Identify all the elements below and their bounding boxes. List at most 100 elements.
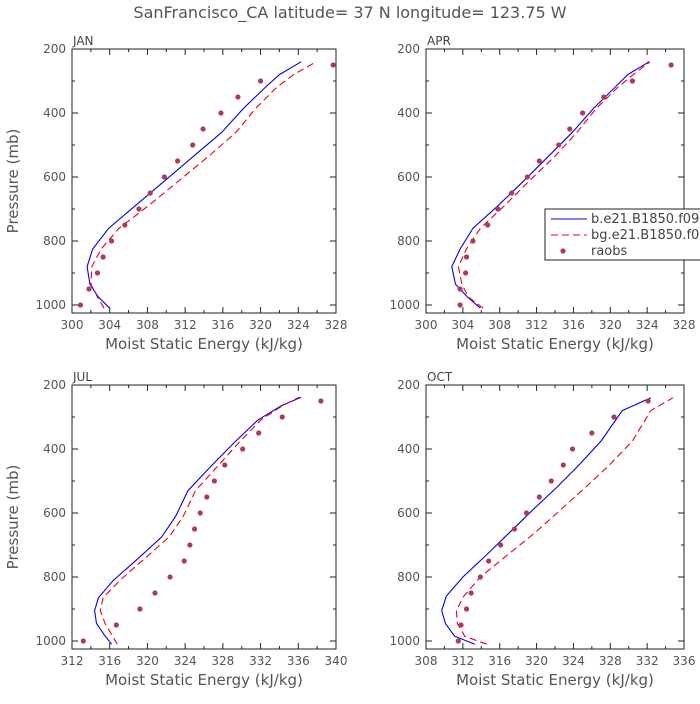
x-tick-label-oct: 332: [636, 654, 659, 668]
y-tick-label-jan: 800: [43, 234, 66, 248]
raobs-point-apr: [556, 142, 562, 148]
raobs-point-apr: [536, 158, 542, 164]
y-tick-label-oct: 600: [397, 506, 420, 520]
legend-label-bg: bg.e21.B1850.f0: [591, 228, 699, 243]
y-tick-label-oct: 1000: [389, 634, 420, 648]
raobs-point-apr: [495, 206, 501, 212]
raobs-point-oct: [523, 510, 530, 516]
y-tick-label-apr: 200: [397, 42, 420, 56]
raobs-point-oct: [611, 414, 617, 420]
x-tick-label-jul: 312: [61, 654, 84, 668]
y-tick-label-jul: 400: [43, 442, 66, 456]
legend-marker-raobs: [560, 248, 566, 254]
x-tick-label-jul: 320: [136, 654, 159, 668]
raobs-point-oct: [455, 638, 461, 644]
y-tick-label-oct: 400: [397, 442, 420, 456]
y-tick-label-apr: 1000: [389, 298, 420, 312]
y-tick-label-apr: 800: [397, 234, 420, 248]
raobs-point-apr: [463, 254, 470, 260]
y-tick-label-apr: 600: [397, 170, 420, 184]
raobs-point-jan: [330, 62, 336, 68]
y-tick-label-jan: 400: [43, 106, 66, 120]
panel-label-jan: JAN: [72, 34, 94, 48]
raobs-point-jul: [197, 510, 203, 516]
raobs-point-jan: [100, 254, 106, 260]
raobs-point-oct: [560, 462, 566, 468]
y-tick-label-jul: 800: [43, 570, 66, 584]
x-tick-label-apr: 312: [525, 318, 548, 332]
raobs-point-jan: [200, 126, 206, 132]
raobs-point-oct: [463, 606, 470, 612]
raobs-point-oct: [589, 430, 595, 436]
x-tick-label-apr: 308: [488, 318, 511, 332]
raobs-point-jul: [204, 494, 210, 500]
raobs-point-jul: [181, 558, 187, 564]
b-series-line-apr: [451, 61, 650, 309]
x-tick-label-jan: 324: [287, 318, 310, 332]
raobs-point-jul: [279, 414, 285, 420]
b-series-line-oct: [441, 397, 652, 645]
raobs-point-oct: [458, 622, 464, 628]
raobs-point-jan: [147, 190, 153, 196]
raobs-point-jan: [94, 270, 101, 276]
x-tick-label-oct: 312: [451, 654, 474, 668]
panel-label-jul: JUL: [72, 370, 92, 384]
raobs-point-oct: [498, 542, 504, 548]
raobs-point-jul: [191, 526, 198, 532]
y-tick-label-jul: 1000: [35, 634, 66, 648]
panel-label-apr: APR: [427, 34, 451, 48]
y-axis-label-jan: Pressure (mb): [4, 129, 22, 234]
x-tick-label-oct: 324: [562, 654, 585, 668]
raobs-point-jan: [190, 142, 196, 148]
bg-series-line-oct: [455, 397, 674, 645]
x-tick-label-jul: 324: [174, 654, 197, 668]
x-axis-label-jan: Moist Static Energy (kJ/kg): [105, 335, 303, 353]
raobs-point-apr: [629, 78, 636, 84]
raobs-point-apr: [524, 174, 530, 180]
raobs-point-jan: [136, 206, 142, 212]
raobs-point-jan: [122, 222, 128, 228]
plot-frame-jul: [71, 384, 337, 650]
y-tick-label-jul: 600: [43, 506, 66, 520]
bg-series-line-apr: [457, 61, 651, 309]
y-tick-label-apr: 400: [397, 106, 420, 120]
x-tick-label-jan: 308: [136, 318, 159, 332]
figure-title: SanFrancisco_CA latitude= 37 N longitude…: [133, 3, 566, 23]
legend-label-b: b.e21.B1850.f09: [591, 212, 699, 227]
raobs-point-apr: [668, 62, 674, 68]
raobs-point-jan: [161, 174, 167, 180]
x-tick-label-oct: 328: [599, 654, 622, 668]
bg-series-line-jul: [99, 396, 300, 645]
x-tick-label-apr: 300: [415, 318, 438, 332]
raobs-point-jul: [80, 638, 86, 644]
y-tick-label-jan: 200: [43, 42, 66, 56]
panel-label-oct: OCT: [427, 370, 453, 384]
raobs-point-oct: [477, 574, 483, 580]
x-tick-label-jul: 332: [249, 654, 272, 668]
y-tick-label-jan: 600: [43, 170, 66, 184]
x-tick-label-jan: 316: [211, 318, 234, 332]
raobs-point-jul: [113, 622, 119, 628]
x-tick-label-oct: 320: [525, 654, 548, 668]
raobs-point-apr: [457, 286, 463, 292]
y-axis-label-jul: Pressure (mb): [4, 465, 22, 570]
b-series-line-jul: [94, 396, 302, 645]
x-tick-label-jul: 340: [325, 654, 348, 668]
x-tick-label-jul: 336: [287, 654, 310, 668]
raobs-point-oct: [468, 590, 474, 596]
raobs-point-jul: [137, 606, 143, 612]
y-tick-label-oct: 200: [397, 378, 420, 392]
y-tick-label-jul: 200: [43, 378, 66, 392]
raobs-point-oct: [536, 494, 542, 500]
x-tick-label-jan: 304: [98, 318, 121, 332]
x-tick-label-oct: 336: [673, 654, 696, 668]
raobs-point-oct: [486, 558, 492, 564]
raobs-point-jul: [256, 430, 262, 436]
x-tick-label-oct: 316: [488, 654, 511, 668]
x-axis-label-apr: Moist Static Energy (kJ/kg): [456, 335, 654, 353]
raobs-point-apr: [463, 270, 469, 276]
raobs-point-oct: [548, 478, 554, 484]
x-tick-label-jan: 320: [249, 318, 272, 332]
raobs-point-jul: [318, 398, 324, 404]
